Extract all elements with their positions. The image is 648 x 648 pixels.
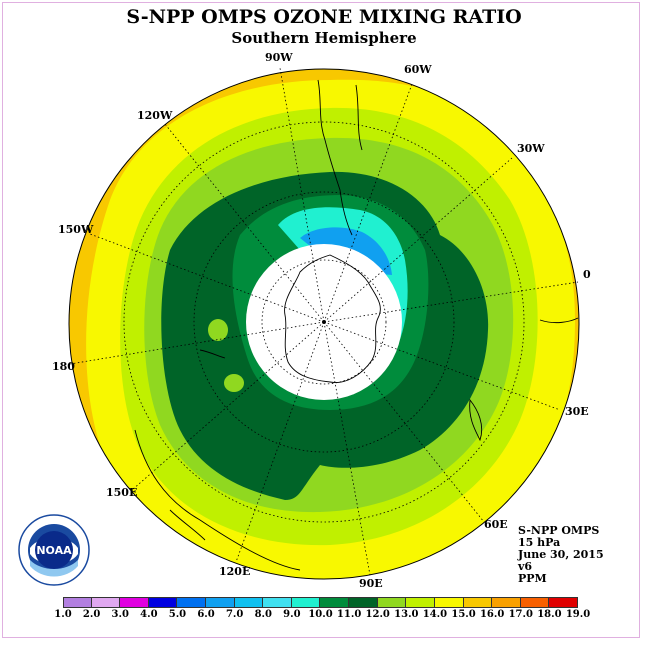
lon-label-150w: 150W	[58, 223, 94, 236]
lon-label-60w: 60W	[404, 63, 432, 76]
lon-label-180: 180	[52, 360, 75, 373]
colorbar-tick-label: 14.0	[422, 609, 448, 620]
map-boundary	[68, 68, 580, 580]
colorbar-tick-label: 10.0	[308, 609, 333, 620]
colorbar-tick-label: 2.0	[82, 609, 101, 620]
coastlines	[134, 79, 579, 571]
colorbar-tick-label: 19.0	[565, 609, 591, 620]
version-label: v6	[518, 560, 533, 573]
image-frame	[2, 2, 640, 638]
lon-label-150e: 150E	[106, 486, 138, 499]
colorbar-tick-label: 5.0	[168, 609, 187, 620]
map-subtitle: Southern Hemisphere	[231, 29, 417, 47]
madagascar-outline	[469, 398, 483, 442]
africa-coast	[539, 317, 579, 324]
colorbar-tick-label: 3.0	[111, 609, 129, 620]
tasmania-outline	[169, 509, 206, 541]
colorbar-tick-label: 4.0	[140, 609, 158, 620]
lon-label-60e: 60E	[484, 518, 508, 531]
latitude-circle	[193, 191, 455, 453]
colorbar-segment	[148, 597, 178, 608]
colorbar-segment	[263, 597, 292, 608]
meridian-150e	[131, 321, 325, 491]
colorbar-tick-label: 15.0	[451, 609, 476, 620]
antarctica-outline	[284, 254, 381, 383]
new-zealand-outline	[199, 349, 226, 359]
colorbar	[63, 597, 578, 608]
lon-label-90w: 90W	[265, 51, 293, 64]
date-label: June 30, 2015	[518, 548, 604, 561]
colorbar-segment	[492, 597, 521, 608]
units-label: PPM	[518, 572, 547, 585]
lon-label-120e: 120E	[219, 565, 251, 578]
colorbar-tick-label: 1.0	[54, 609, 72, 620]
meridian-90e	[323, 321, 371, 576]
south-pole-marker	[322, 320, 326, 324]
latitude-circle	[123, 121, 525, 523]
meridian-120e	[235, 321, 325, 563]
south-america-coast	[355, 84, 363, 151]
colorbar-tick-label: 18.0	[537, 609, 562, 620]
colorbar-segment	[406, 597, 435, 608]
graticule	[69, 67, 579, 576]
lon-label-90e: 90E	[359, 577, 383, 590]
map-info-block: S-NPP OMPS 15 hPa June 30, 2015 v6 PPM	[518, 525, 604, 585]
map-title: S-NPP OMPS OZONE MIXING RATIO	[126, 6, 522, 28]
meridian-0	[323, 281, 579, 323]
lon-label-30w: 30W	[517, 142, 545, 155]
colorbar-tick-label: 7.0	[225, 609, 244, 620]
australia-coast	[134, 429, 301, 571]
colorbar-tick-label: 9.0	[283, 609, 301, 620]
meridian-90w	[279, 67, 325, 323]
colorbar-segment	[206, 597, 235, 608]
colorbar-segment	[549, 597, 578, 608]
colorbar-segment	[234, 597, 264, 608]
colorbar-segment	[177, 597, 207, 608]
colorbar-tick-label: 16.0	[479, 609, 505, 620]
meridian-180	[69, 321, 325, 365]
pressure-level-label: 15 hPa	[518, 536, 561, 549]
colorbar-segment	[291, 597, 321, 608]
south-america-coast	[317, 79, 353, 236]
meridian-60e	[323, 321, 485, 523]
latitude-circle	[261, 259, 387, 385]
colorbar-segment	[463, 597, 493, 608]
lon-label-0: 0	[583, 268, 591, 281]
colorbar-segment	[91, 597, 121, 608]
ozone-contours	[69, 69, 579, 579]
noaa-logo: NOAA	[18, 514, 90, 586]
contour-12-patch	[224, 374, 244, 392]
instrument-label: S-NPP OMPS	[518, 524, 600, 537]
colorbar-tick-label: 12.0	[365, 609, 390, 620]
colorbar-tick-label: 17.0	[508, 609, 533, 620]
meridian-30w	[323, 157, 513, 323]
colorbar-tick-label: 13.0	[394, 609, 419, 620]
lon-label-30e: 30E	[565, 405, 589, 418]
meridian-150w	[89, 233, 325, 323]
colorbar-tick-label: 11.0	[336, 609, 362, 620]
lon-label-120w: 120W	[137, 109, 173, 122]
colorbar-tick-label: 8.0	[254, 609, 272, 620]
logo-text: NOAA	[36, 544, 72, 557]
colorbar-tick-label: 6.0	[197, 609, 215, 620]
colorbar-segment	[120, 597, 149, 608]
colorbar-segment	[349, 597, 378, 608]
colorbar-segment	[320, 597, 350, 608]
colorbar-segment	[377, 597, 407, 608]
contour-12-patch	[208, 319, 228, 341]
colorbar-segment	[520, 597, 550, 608]
colorbar-segment	[434, 597, 464, 608]
colorbar-segment	[63, 597, 92, 608]
